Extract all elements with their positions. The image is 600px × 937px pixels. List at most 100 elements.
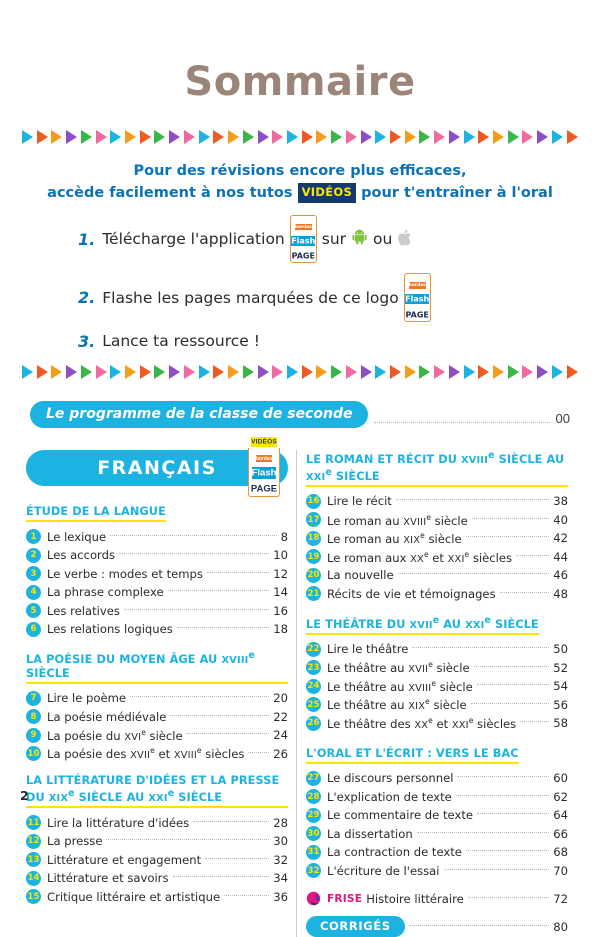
corriges-badge[interactable]: CORRIGÉS	[306, 916, 405, 937]
toc-entry[interactable]: 6 Les relations logiques 18	[26, 621, 288, 637]
toc-entry[interactable]: 29 Le commentaire de texte 64	[306, 807, 568, 823]
entry-page-number: 70	[553, 863, 568, 878]
dot-leader	[374, 421, 550, 423]
step-item: 1. Télécharge l'application bordas Flash…	[78, 214, 570, 264]
entry-label: Les accords	[47, 548, 116, 563]
triangle-marker	[242, 130, 254, 144]
subject-banner-francais[interactable]: FRANÇAIS VIDÉOS bordas Flash PAGE	[26, 437, 288, 497]
toc-entry[interactable]: 7 Lire le poème 20	[26, 690, 288, 706]
frise-row[interactable]: FRISE Histoire littéraire 72	[306, 891, 568, 906]
triangle-marker	[213, 130, 225, 144]
entry-number-badge: 1	[26, 529, 41, 545]
triangle-marker	[272, 130, 284, 144]
flashpage-logo: bordas Flash PAGE	[403, 273, 431, 322]
entry-number-badge: 11	[26, 815, 41, 831]
toc-entry[interactable]: 31 La contraction de texte 68	[306, 844, 568, 860]
entry-page-number: 68	[553, 845, 568, 860]
toc-entry[interactable]: 4 La phrase complexe 14	[26, 584, 288, 600]
toc-entry[interactable]: 25 Le théâtre au XIXe siècle 56	[306, 697, 568, 713]
toc-entry[interactable]: 20 La nouvelle 46	[306, 567, 568, 583]
toc-entry[interactable]: 11 Lire la littérature d'idées 28	[26, 815, 288, 831]
dot-leader	[408, 924, 550, 926]
toc-section: LE THÉÂTRE DU XVIIe AU XXIe SIÈCLE 22 Lire…	[306, 614, 568, 731]
dot-leader	[206, 571, 270, 573]
entry-label: Le lexique	[47, 529, 107, 544]
triangle-marker	[80, 130, 92, 144]
entry-number-badge: 24	[306, 678, 321, 694]
entry-label: Critique littéraire et artistique	[47, 889, 221, 904]
toc-entry[interactable]: 19 Le roman aux XXe et XXIe siècles 44	[306, 549, 568, 565]
toc-entry[interactable]: 21 Récits de vie et témoignages 48	[306, 586, 568, 602]
toc-entry[interactable]: 13 Littérature et engagement 32	[26, 852, 288, 868]
step-number: 1.	[78, 229, 96, 249]
toc-entry[interactable]: 32 L'écriture de l'essai 70	[306, 863, 568, 879]
toc-entry[interactable]: 5 Les relatives 16	[26, 603, 288, 619]
entry-page-number: 42	[553, 531, 568, 546]
toc-entry[interactable]: 14 Littérature et savoirs 34	[26, 870, 288, 886]
section-heading: ÉTUDE DE LA LANGUE	[26, 505, 166, 523]
toc-entry[interactable]: 17 Le roman au XVIIIe siècle 40	[306, 512, 568, 528]
toc-entry[interactable]: 3 Le verbe : modes et temps 12	[26, 566, 288, 582]
toc-entry[interactable]: 30 La dissertation 66	[306, 826, 568, 842]
flashpage-logo-banner: VIDÉOS bordas Flash PAGE	[248, 432, 280, 497]
dot-leader	[224, 894, 270, 896]
dot-leader	[186, 733, 270, 735]
toc-entry[interactable]: 2 Les accords 10	[26, 547, 288, 563]
entry-label: Les relatives	[47, 603, 120, 618]
entry-page-number: 66	[553, 826, 568, 841]
dot-leader	[412, 647, 550, 649]
toc-entry[interactable]: 12 La presse 30	[26, 833, 288, 849]
toc-entry[interactable]: 1 Le lexique 8	[26, 529, 288, 545]
triangle-marker	[404, 130, 416, 144]
toc-entry[interactable]: 23 Le théâtre au XVIIe siècle 52	[306, 660, 568, 676]
dot-leader	[397, 573, 550, 575]
toc-entry[interactable]: 18 Le roman au XIXe siècle 42	[306, 530, 568, 546]
section-heading: LE THÉÂTRE DU XVIIe AU XXIe SIÈCLE	[306, 615, 539, 635]
entry-page-number: 54	[553, 679, 568, 694]
triangle-marker	[22, 130, 33, 144]
toc-entry[interactable]: 27 Le discours personnel 60	[306, 770, 568, 786]
triangle-marker	[66, 130, 78, 144]
entry-page-number: 44	[553, 549, 568, 564]
toc-entry[interactable]: 28 L'explication de texte 62	[306, 789, 568, 805]
corriges-row[interactable]: CORRIGÉS 80	[306, 916, 568, 937]
dot-leader	[110, 534, 277, 536]
toc-entry[interactable]: 26 Le théâtre des XXe et XXIe siècles 58	[306, 715, 568, 731]
toc-entry[interactable]: 9 La poésie du XVIe siècle 24	[26, 727, 288, 743]
apple-icon	[397, 229, 412, 250]
entry-label: Le roman au XIXe siècle	[327, 531, 462, 546]
toc-section: LA LITTÉRATURE D'IDÉES ET LA PRESSE DU X…	[26, 774, 288, 905]
triangle-marker	[316, 130, 328, 144]
triangle-marker	[110, 130, 122, 144]
programme-badge[interactable]: Le programme de la classe de seconde	[30, 400, 369, 428]
entry-number-badge: 9	[26, 727, 41, 743]
toc-entry[interactable]: 16 Lire le récit 38	[306, 493, 568, 509]
dot-leader	[123, 608, 270, 610]
toc-entry[interactable]: 10 La poésie des XVIIe et XVIIIe siècles 2…	[26, 746, 288, 762]
frise-tag: FRISE	[327, 892, 363, 905]
left-sections: ÉTUDE DE LA LANGUE 1 Le lexique 8 2 Les accor…	[26, 502, 288, 905]
toc-entry[interactable]: 8 La poésie médiévale 22	[26, 709, 288, 725]
entry-number-badge: 13	[26, 852, 41, 868]
right-sections: LE ROMAN ET RÉCIT DU XVIIIe SIÈCLE AU XX…	[306, 450, 568, 879]
triangle-marker	[551, 364, 563, 379]
entry-page-number: 64	[553, 808, 568, 823]
entry-number-badge: 17	[306, 512, 321, 528]
entry-page-number: 52	[553, 660, 568, 675]
entry-page-number: 58	[553, 716, 568, 731]
entry-number-badge: 10	[26, 746, 41, 762]
triangle-marker	[154, 364, 166, 379]
entry-label: Le roman au XVIIIe siècle	[327, 512, 468, 528]
entry-label: Le théâtre au XVIIe siècle	[327, 660, 470, 676]
entry-label: Lire le récit	[327, 494, 392, 509]
dot-leader	[499, 591, 550, 593]
toc-entry[interactable]: 24 Le théâtre au XVIIIe siècle 54	[306, 678, 568, 694]
triangle-marker	[286, 364, 298, 379]
entry-number-badge: 22	[306, 641, 321, 657]
toc-entry[interactable]: 15 Critique littéraire et artistique 36	[26, 889, 288, 905]
flashpage-page-label: PAGE	[291, 251, 315, 262]
programme-row[interactable]: Le programme de la classe de seconde 00	[30, 400, 570, 428]
toc-entry[interactable]: 22 Lire le théâtre 50	[306, 641, 568, 657]
entry-page-number: 60	[553, 771, 568, 786]
triangle-marker	[257, 364, 269, 379]
